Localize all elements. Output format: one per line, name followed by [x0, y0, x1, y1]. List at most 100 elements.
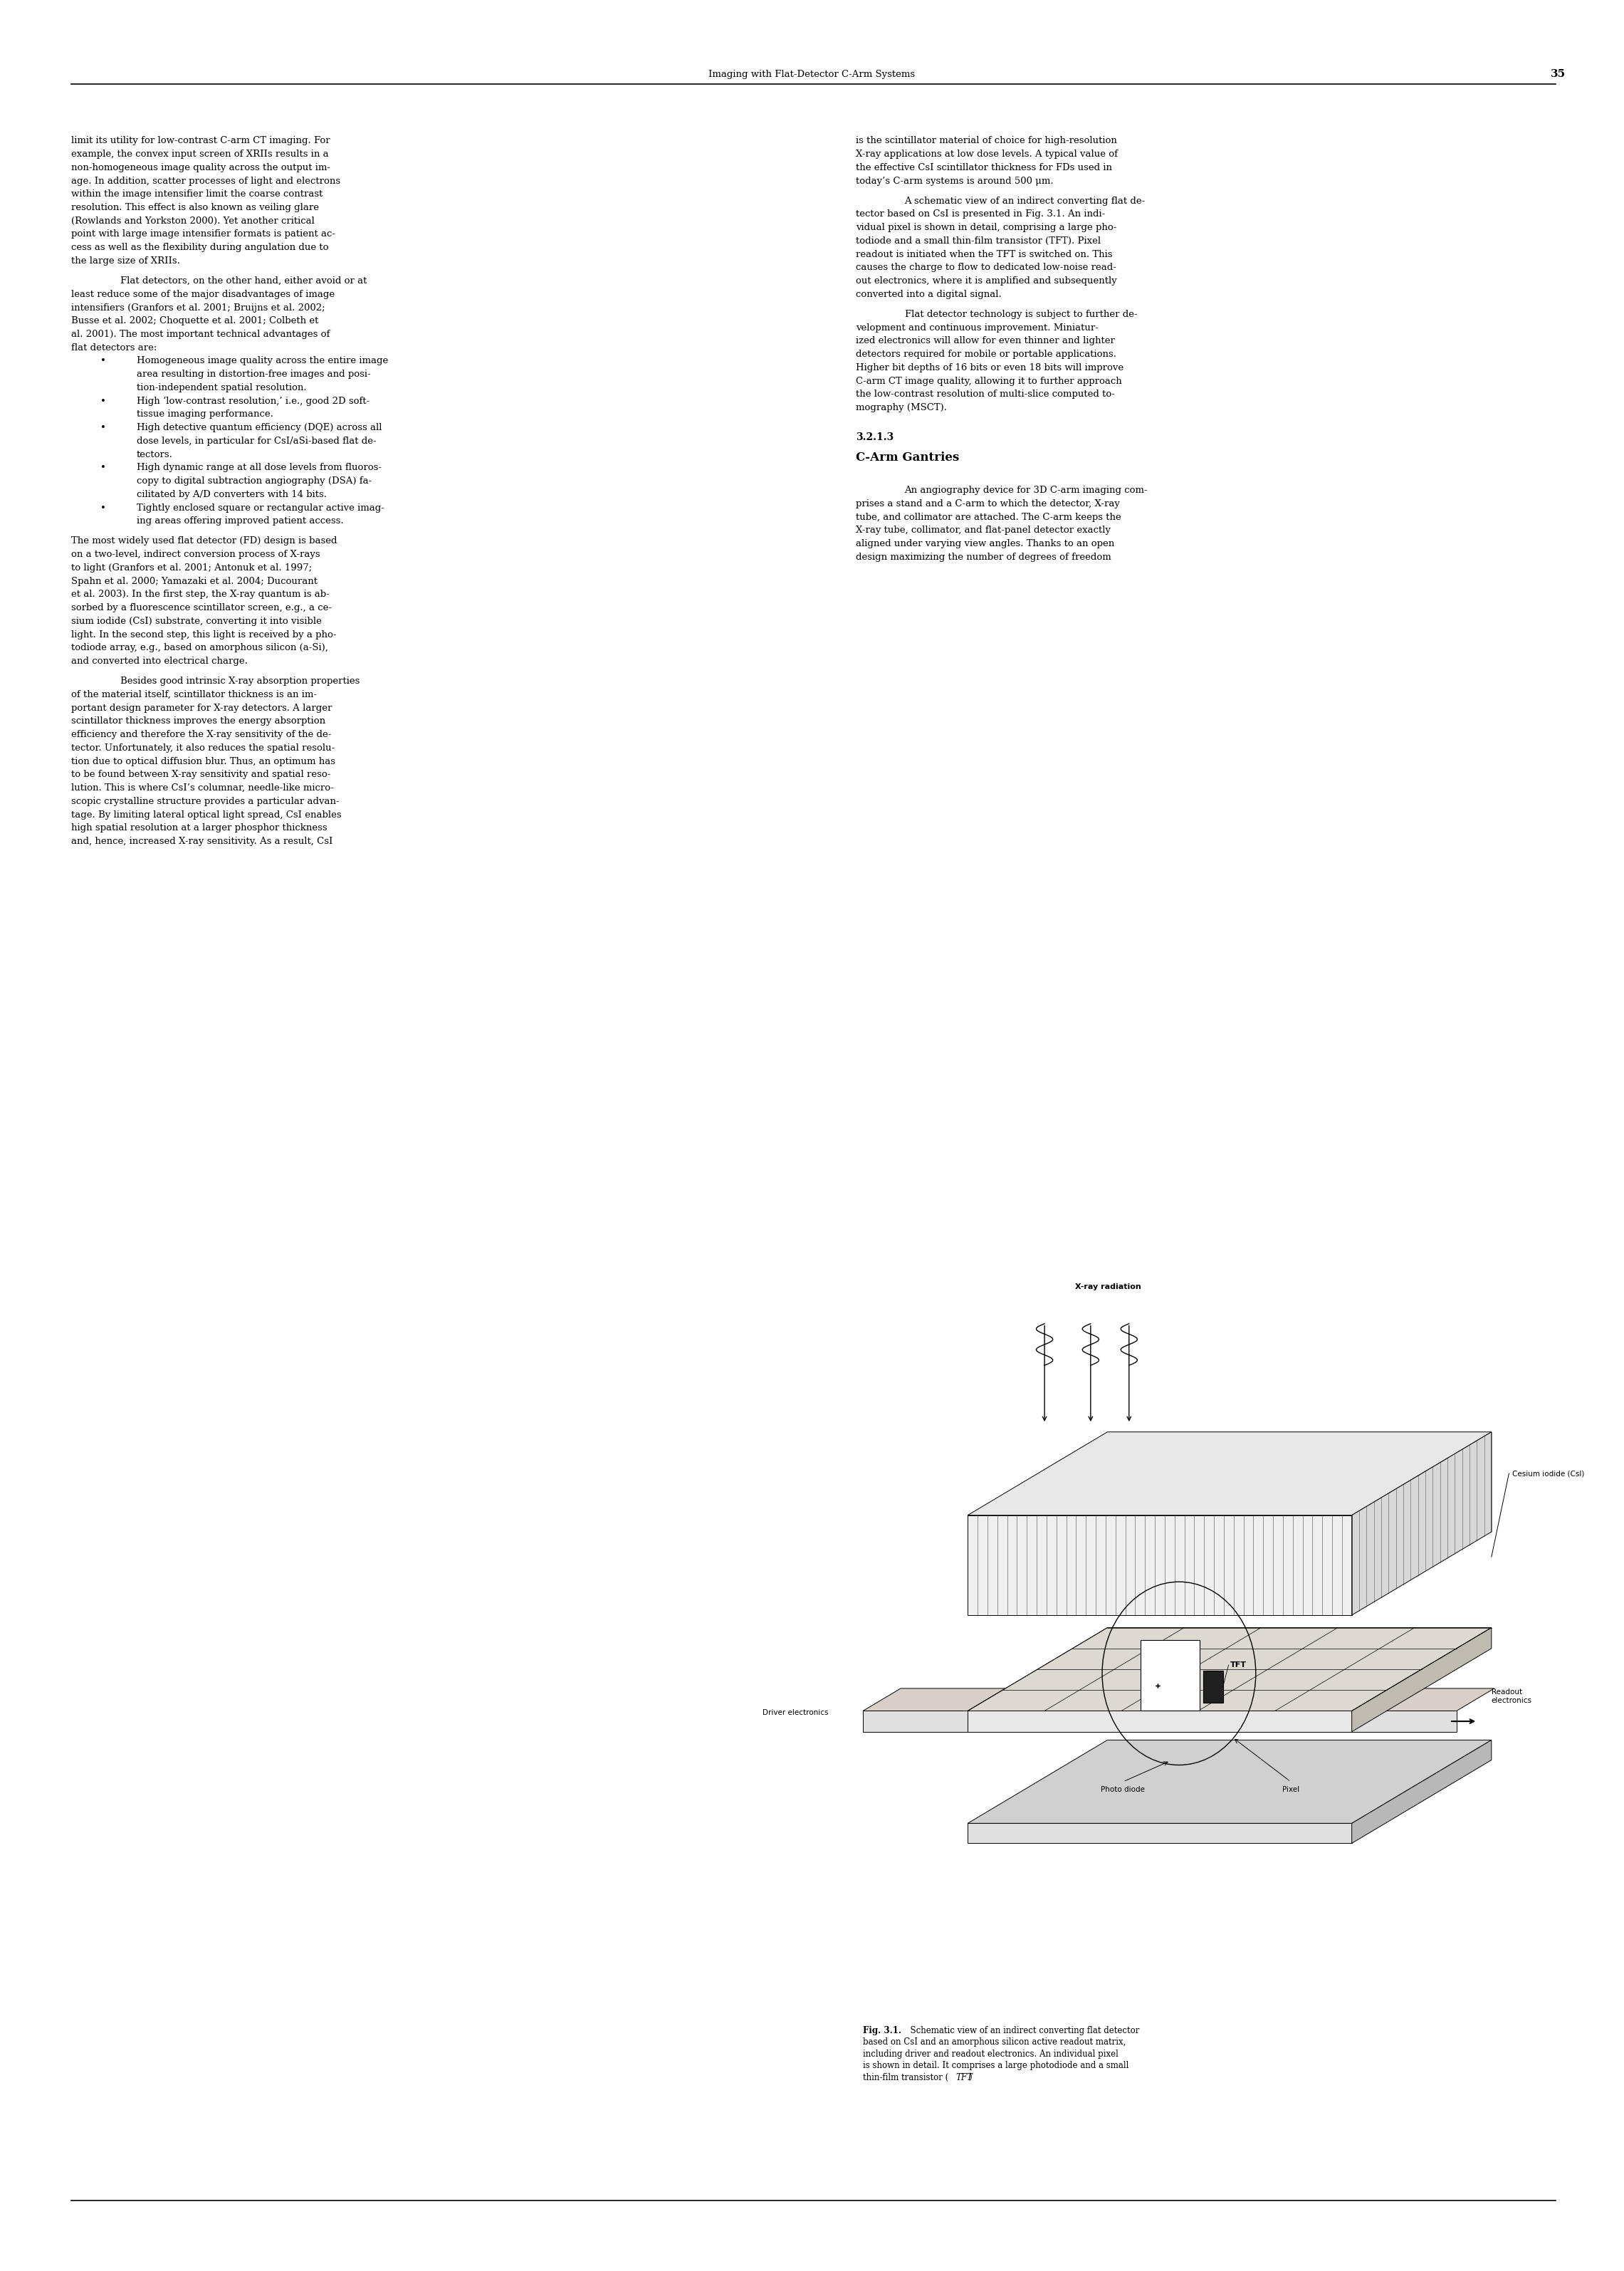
- Text: High ‘low-contrast resolution,’ i.e., good 2D soft-: High ‘low-contrast resolution,’ i.e., go…: [136, 397, 369, 407]
- Text: aligned under varying view angles. Thanks to an open: aligned under varying view angles. Thank…: [856, 538, 1114, 550]
- Polygon shape: [968, 1515, 1351, 1615]
- Polygon shape: [968, 1628, 1491, 1710]
- Text: Homogeneous image quality across the entire image: Homogeneous image quality across the ent…: [136, 357, 388, 366]
- Text: limit its utility for low-contrast C-arm CT imaging. For: limit its utility for low-contrast C-arm…: [71, 136, 330, 145]
- Text: •: •: [101, 397, 106, 407]
- Text: causes the charge to flow to dedicated low-noise read-: causes the charge to flow to dedicated l…: [856, 263, 1116, 273]
- Text: vidual pixel is shown in detail, comprising a large pho-: vidual pixel is shown in detail, compris…: [856, 223, 1117, 232]
- Text: Higher bit depths of 16 bits or even 18 bits will improve: Higher bit depths of 16 bits or even 18 …: [856, 363, 1124, 372]
- Text: tector. Unfortunately, it also reduces the spatial resolu-: tector. Unfortunately, it also reduces t…: [71, 743, 335, 752]
- Text: including driver and readout electronics. An individual pixel: including driver and readout electronics…: [862, 2048, 1119, 2058]
- Text: sium iodide (CsI) substrate, converting it into visible: sium iodide (CsI) substrate, converting …: [71, 618, 322, 627]
- Text: tion due to optical diffusion blur. Thus, an optimum has: tion due to optical diffusion blur. Thus…: [71, 756, 336, 765]
- Text: readout is initiated when the TFT is switched on. This: readout is initiated when the TFT is swi…: [856, 250, 1112, 259]
- Text: C-Arm Gantries: C-Arm Gantries: [856, 452, 960, 463]
- Text: et al. 2003). In the first step, the X-ray quantum is ab-: et al. 2003). In the first step, the X-r…: [71, 590, 330, 600]
- Polygon shape: [1351, 1687, 1494, 1710]
- Text: age. In addition, scatter processes of light and electrons: age. In addition, scatter processes of l…: [71, 177, 341, 186]
- Text: today’s C-arm systems is around 500 μm.: today’s C-arm systems is around 500 μm.: [856, 177, 1054, 186]
- Text: cilitated by A/D converters with 14 bits.: cilitated by A/D converters with 14 bits…: [136, 491, 326, 500]
- Text: of the material itself, scintillator thickness is an im-: of the material itself, scintillator thi…: [71, 690, 317, 699]
- Text: ): ): [968, 2073, 971, 2083]
- Text: flat detectors are:: flat detectors are:: [71, 343, 158, 352]
- Text: (Rowlands and Yorkston 2000). Yet another critical: (Rowlands and Yorkston 2000). Yet anothe…: [71, 216, 315, 225]
- Text: tage. By limiting lateral optical light spread, CsI enables: tage. By limiting lateral optical light …: [71, 811, 341, 820]
- Polygon shape: [1203, 1671, 1223, 1703]
- Text: the effective CsI scintillator thickness for FDs used in: the effective CsI scintillator thickness…: [856, 164, 1112, 173]
- Polygon shape: [968, 1710, 1351, 1733]
- Text: light. In the second step, this light is received by a pho-: light. In the second step, this light is…: [71, 629, 336, 638]
- Text: Fig. 3.1.: Fig. 3.1.: [862, 2026, 901, 2035]
- Text: thin-film transistor (: thin-film transistor (: [862, 2073, 948, 2083]
- Text: high spatial resolution at a larger phosphor thickness: high spatial resolution at a larger phos…: [71, 824, 328, 833]
- Text: todiode and a small thin-film transistor (TFT). Pixel: todiode and a small thin-film transistor…: [856, 236, 1101, 245]
- Text: scintillator thickness improves the energy absorption: scintillator thickness improves the ener…: [71, 718, 326, 727]
- Text: converted into a digital signal.: converted into a digital signal.: [856, 291, 1002, 300]
- Text: A schematic view of an indirect converting flat de-: A schematic view of an indirect converti…: [905, 195, 1145, 207]
- Text: on a two-level, indirect conversion process of X-rays: on a two-level, indirect conversion proc…: [71, 550, 320, 559]
- Text: area resulting in distortion-free images and posi-: area resulting in distortion-free images…: [136, 370, 370, 379]
- Text: Besides good intrinsic X-ray absorption properties: Besides good intrinsic X-ray absorption …: [120, 677, 359, 686]
- Text: design maximizing the number of degrees of freedom: design maximizing the number of degrees …: [856, 552, 1111, 561]
- Text: X-ray radiation: X-ray radiation: [1075, 1283, 1142, 1290]
- Text: mography (MSCT).: mography (MSCT).: [856, 404, 947, 413]
- Text: Photo diode: Photo diode: [1101, 1785, 1145, 1794]
- Text: todiode array, e.g., based on amorphous silicon (a-Si),: todiode array, e.g., based on amorphous …: [71, 643, 328, 652]
- Text: to be found between X-ray sensitivity and spatial reso-: to be found between X-ray sensitivity an…: [71, 770, 331, 779]
- Polygon shape: [1351, 1433, 1491, 1615]
- Text: efficiency and therefore the X-ray sensitivity of the de-: efficiency and therefore the X-ray sensi…: [71, 729, 331, 740]
- Text: detectors required for mobile or portable applications.: detectors required for mobile or portabl…: [856, 350, 1116, 359]
- Text: ing areas offering improved patient access.: ing areas offering improved patient acce…: [136, 516, 343, 527]
- Text: lution. This is where CsI’s columnar, needle-like micro-: lution. This is where CsI’s columnar, ne…: [71, 783, 335, 793]
- Text: High dynamic range at all dose levels from fluoros-: High dynamic range at all dose levels fr…: [136, 463, 382, 472]
- Polygon shape: [968, 1824, 1351, 1844]
- Text: tector based on CsI is presented in Fig. 3.1. An indi-: tector based on CsI is presented in Fig.…: [856, 209, 1106, 218]
- Text: tectors.: tectors.: [136, 450, 172, 459]
- Text: cess as well as the flexibility during angulation due to: cess as well as the flexibility during a…: [71, 243, 328, 252]
- Text: sorbed by a fluorescence scintillator screen, e.g., a ce-: sorbed by a fluorescence scintillator sc…: [71, 604, 331, 613]
- Text: Tightly enclosed square or rectangular active imag-: Tightly enclosed square or rectangular a…: [136, 504, 385, 513]
- Text: Flat detector technology is subject to further de-: Flat detector technology is subject to f…: [905, 309, 1137, 318]
- Text: •: •: [101, 422, 106, 431]
- Text: Busse et al. 2002; Choquette et al. 2001; Colbeth et: Busse et al. 2002; Choquette et al. 2001…: [71, 316, 318, 325]
- Text: Driver electronics: Driver electronics: [762, 1710, 828, 1717]
- Text: example, the convex input screen of XRIIs results in a: example, the convex input screen of XRII…: [71, 150, 330, 159]
- Text: X-ray tube, collimator, and flat-panel detector exactly: X-ray tube, collimator, and flat-panel d…: [856, 527, 1111, 536]
- Polygon shape: [1351, 1710, 1457, 1733]
- Text: Readout
electronics: Readout electronics: [1491, 1690, 1531, 1703]
- Text: out electronics, where it is amplified and subsequently: out electronics, where it is amplified a…: [856, 277, 1117, 286]
- Text: High detective quantum efficiency (DQE) across all: High detective quantum efficiency (DQE) …: [136, 422, 382, 431]
- Text: 3.2.1.3: 3.2.1.3: [856, 431, 893, 443]
- Text: The most widely used flat detector (FD) design is based: The most widely used flat detector (FD) …: [71, 536, 338, 545]
- Text: Flat detectors, on the other hand, either avoid or at: Flat detectors, on the other hand, eithe…: [120, 277, 367, 286]
- Text: •: •: [101, 357, 106, 366]
- Text: non-homogeneous image quality across the output im-: non-homogeneous image quality across the…: [71, 164, 331, 173]
- Text: portant design parameter for X-ray detectors. A larger: portant design parameter for X-ray detec…: [71, 704, 333, 713]
- Polygon shape: [862, 1710, 968, 1733]
- Text: and, hence, increased X-ray sensitivity. As a result, CsI: and, hence, increased X-ray sensitivity.…: [71, 836, 333, 847]
- Text: is shown in detail. It comprises a large photodiode and a small: is shown in detail. It comprises a large…: [862, 2062, 1129, 2071]
- Text: Spahn et al. 2000; Yamazaki et al. 2004; Ducourant: Spahn et al. 2000; Yamazaki et al. 2004;…: [71, 577, 318, 586]
- Polygon shape: [968, 1740, 1491, 1824]
- Text: tissue imaging performance.: tissue imaging performance.: [136, 409, 273, 420]
- Text: An angiography device for 3D C-arm imaging com-: An angiography device for 3D C-arm imagi…: [905, 486, 1148, 495]
- Text: and converted into electrical charge.: and converted into electrical charge.: [71, 656, 248, 665]
- Text: velopment and continuous improvement. Miniatur-: velopment and continuous improvement. Mi…: [856, 322, 1098, 332]
- Text: TFT: TFT: [955, 2073, 973, 2083]
- Text: based on CsI and an amorphous silicon active readout matrix,: based on CsI and an amorphous silicon ac…: [862, 2037, 1125, 2046]
- Polygon shape: [1140, 1640, 1200, 1710]
- Text: scopic crystalline structure provides a particular advan-: scopic crystalline structure provides a …: [71, 797, 339, 806]
- Text: Imaging with Flat-Detector C-Arm Systems: Imaging with Flat-Detector C-Arm Systems: [708, 70, 916, 79]
- Text: ized electronics will allow for even thinner and lighter: ized electronics will allow for even thi…: [856, 336, 1116, 345]
- Text: prises a stand and a C-arm to which the detector, X-ray: prises a stand and a C-arm to which the …: [856, 500, 1121, 509]
- Text: dose levels, in particular for CsI/aSi-based flat de-: dose levels, in particular for CsI/aSi-b…: [136, 436, 377, 445]
- Text: al. 2001). The most important technical advantages of: al. 2001). The most important technical …: [71, 329, 330, 338]
- Polygon shape: [862, 1687, 1005, 1710]
- Text: intensifiers (Granfors et al. 2001; Bruijns et al. 2002;: intensifiers (Granfors et al. 2001; Brui…: [71, 302, 325, 313]
- Polygon shape: [1351, 1628, 1491, 1733]
- Text: the low-contrast resolution of multi-slice computed to-: the low-contrast resolution of multi-sli…: [856, 391, 1116, 400]
- Text: point with large image intensifier formats is patient ac-: point with large image intensifier forma…: [71, 229, 336, 238]
- Text: •: •: [101, 463, 106, 472]
- Polygon shape: [968, 1433, 1491, 1515]
- Polygon shape: [1351, 1740, 1491, 1844]
